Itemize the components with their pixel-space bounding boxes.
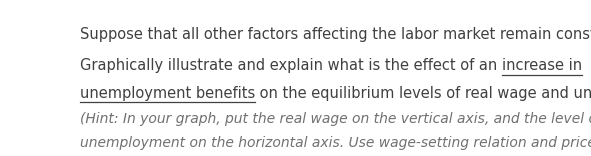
Text: unemployment benefits: unemployment benefits: [80, 86, 255, 101]
Text: Suppose that all other factors affecting the labor market remain constant.: Suppose that all other factors affecting…: [80, 27, 591, 42]
Text: on the equilibrium levels of real wage and unemployment.: on the equilibrium levels of real wage a…: [255, 86, 591, 101]
Text: Graphically illustrate and explain what is the effect of an: Graphically illustrate and explain what …: [80, 58, 502, 73]
Text: increase in: increase in: [502, 58, 582, 73]
Text: (Hint: In your graph, put the real wage on the vertical axis, and the level of: (Hint: In your graph, put the real wage …: [80, 112, 591, 126]
Text: unemployment on the horizontal axis. Use wage-setting relation and price-setting: unemployment on the horizontal axis. Use…: [80, 136, 591, 150]
